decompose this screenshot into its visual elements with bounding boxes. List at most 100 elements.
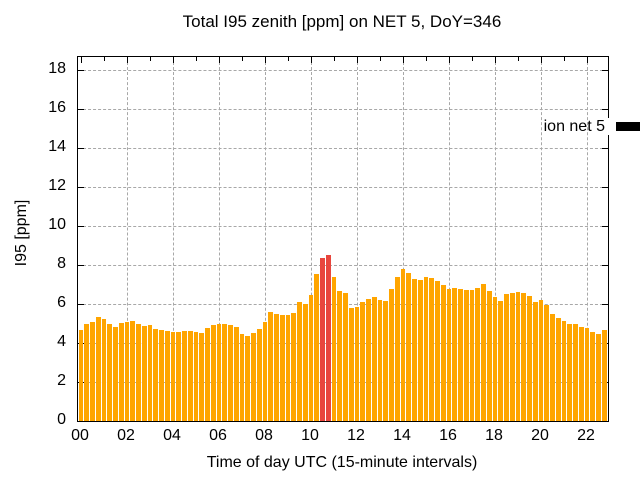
axis-tick (518, 57, 519, 61)
y-tick-label: 10 (48, 216, 66, 233)
y-tick-label: 8 (57, 255, 66, 272)
x-tick-label: 16 (439, 427, 457, 444)
bar (291, 312, 297, 421)
bar (216, 324, 222, 421)
axis-tick (265, 57, 266, 63)
bar (147, 325, 153, 421)
gridline-h (78, 226, 608, 227)
axis-tick (78, 109, 84, 110)
bar (481, 283, 486, 421)
bar (417, 279, 423, 421)
bar (475, 288, 481, 421)
gridline-h (78, 148, 608, 149)
y-tick-label: 12 (48, 177, 66, 194)
gridline-v (449, 57, 450, 421)
bar (199, 333, 205, 421)
bar (262, 321, 268, 421)
gridline-h (78, 265, 608, 266)
legend-label: ion net 5 (543, 118, 605, 135)
axis-tick (196, 57, 197, 61)
y-tick-label: 6 (57, 294, 66, 311)
gridline-v (541, 57, 542, 421)
axis-tick (288, 57, 289, 61)
gridline-v (495, 57, 496, 421)
bar (193, 332, 199, 421)
y-tick-label: 2 (57, 372, 66, 389)
bar (601, 330, 607, 421)
x-tick-label: 20 (531, 427, 549, 444)
axis-tick (602, 226, 608, 227)
bar (84, 324, 90, 421)
bar (400, 268, 406, 421)
bar (107, 324, 113, 421)
bar (550, 313, 555, 421)
x-tick-label: 14 (393, 427, 411, 444)
plot-area: ion net 5 (77, 56, 640, 422)
axis-tick (104, 57, 105, 61)
axis-tick (380, 57, 381, 61)
bar (348, 307, 354, 421)
gridline-h (78, 304, 608, 305)
bar (279, 314, 285, 421)
gridline-h (78, 109, 608, 110)
bar (118, 322, 124, 421)
axis-tick (78, 187, 84, 188)
y-tick-label: 14 (48, 138, 66, 155)
axis-tick (78, 148, 84, 149)
bar (366, 299, 371, 421)
gridline-h (78, 382, 608, 383)
bar (354, 306, 360, 421)
bar (228, 325, 233, 421)
bar (446, 289, 452, 421)
bar (515, 292, 521, 421)
bar (314, 273, 320, 421)
bar (159, 330, 164, 421)
axis-tick (78, 304, 84, 305)
axis-tick (449, 57, 450, 63)
bar (325, 255, 331, 421)
bar (95, 316, 101, 421)
y-tick-label: 4 (57, 333, 66, 350)
chart-title: Total I95 zenith [ppm] on NET 5, DoY=346 (182, 12, 502, 31)
bar (78, 330, 84, 421)
axis-tick (242, 57, 243, 61)
gridline-v (311, 57, 312, 421)
axis-tick (311, 57, 312, 63)
bar (377, 300, 383, 421)
bar (210, 325, 216, 421)
axis-tick (357, 57, 358, 63)
bar (555, 317, 561, 421)
axis-tick (541, 57, 542, 63)
bar (136, 324, 141, 421)
bar (440, 285, 446, 421)
bar (578, 327, 584, 421)
axis-tick (78, 70, 84, 71)
bar (302, 304, 308, 421)
bar (561, 320, 567, 421)
gridline-v (587, 57, 588, 421)
bar (590, 332, 596, 421)
axis-tick (219, 57, 220, 63)
bar (164, 331, 170, 421)
legend-swatch (616, 122, 640, 131)
axis-tick (127, 57, 128, 63)
bar (458, 289, 463, 421)
bar (435, 280, 440, 421)
bar (567, 323, 573, 421)
bar (429, 277, 435, 421)
bar (285, 314, 291, 421)
gridline-h (78, 187, 608, 188)
gridline-h (78, 70, 608, 71)
x-tick-label: 10 (301, 427, 319, 444)
axis-tick (173, 57, 174, 63)
bar (538, 300, 544, 421)
gridline-v (173, 57, 174, 421)
bar (205, 328, 210, 421)
axis-tick (78, 265, 84, 266)
bar (389, 289, 394, 421)
x-axis-label: Time of day UTC (15-minute intervals) (206, 454, 478, 471)
bar (256, 329, 262, 421)
bar (596, 334, 601, 421)
axis-tick (472, 57, 473, 61)
